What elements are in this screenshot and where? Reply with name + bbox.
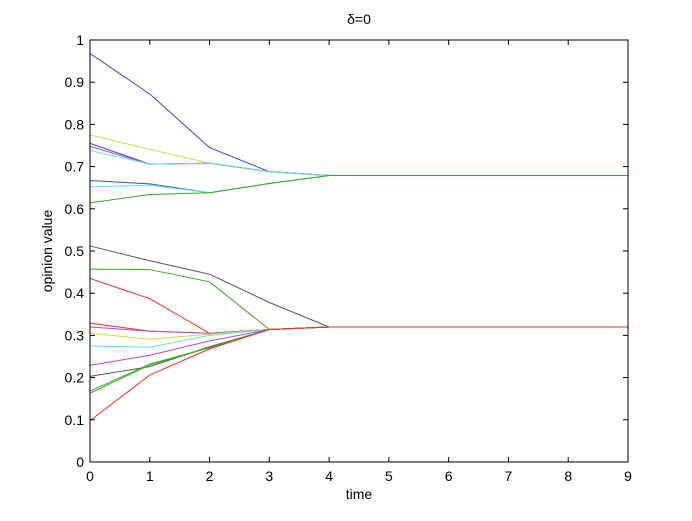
y-tick-label-0.9: 0.9 [65, 74, 85, 90]
x-tick-label-0: 0 [86, 468, 94, 484]
x-tick-label-9: 9 [624, 468, 632, 484]
y-tick-label-0.7: 0.7 [65, 159, 85, 175]
y-tick-label-0: 0 [76, 454, 84, 470]
ticks-layer: 0 1 2 3 4 5 6 7 8 9 0 0.1 0.2 0.3 0.4 0.5 0.6 0.7 0.8 0.9 1 [65, 32, 633, 484]
x-axis-title: time [346, 486, 373, 502]
x-tick-label-6: 6 [445, 468, 453, 484]
series-line-8 [89, 174, 628, 204]
x-tick-label-3: 3 [265, 468, 273, 484]
x-tick-label-8: 8 [564, 468, 572, 484]
series-line-20 [89, 326, 628, 422]
y-tick-label-1: 1 [76, 32, 84, 48]
y-tick-label-0.4: 0.4 [65, 285, 85, 301]
y-tick-label-0.6: 0.6 [65, 201, 85, 217]
y-tick-label-0.1: 0.1 [65, 412, 85, 428]
x-tick-label-4: 4 [325, 468, 333, 484]
x-tick-label-5: 5 [385, 468, 393, 484]
x-tick-label-7: 7 [505, 468, 513, 484]
y-tick-label-0.3: 0.3 [65, 327, 85, 343]
y-axis-title: opinion value [39, 210, 55, 293]
series-layer [89, 53, 628, 422]
x-tick-label-1: 1 [146, 468, 154, 484]
y-tick-label-0.5: 0.5 [65, 243, 85, 259]
y-tick-label-0.2: 0.2 [65, 370, 85, 386]
y-tick-label-0.8: 0.8 [65, 116, 85, 132]
chart-title: δ=0 [347, 11, 371, 27]
x-tick-label-2: 2 [206, 468, 214, 484]
